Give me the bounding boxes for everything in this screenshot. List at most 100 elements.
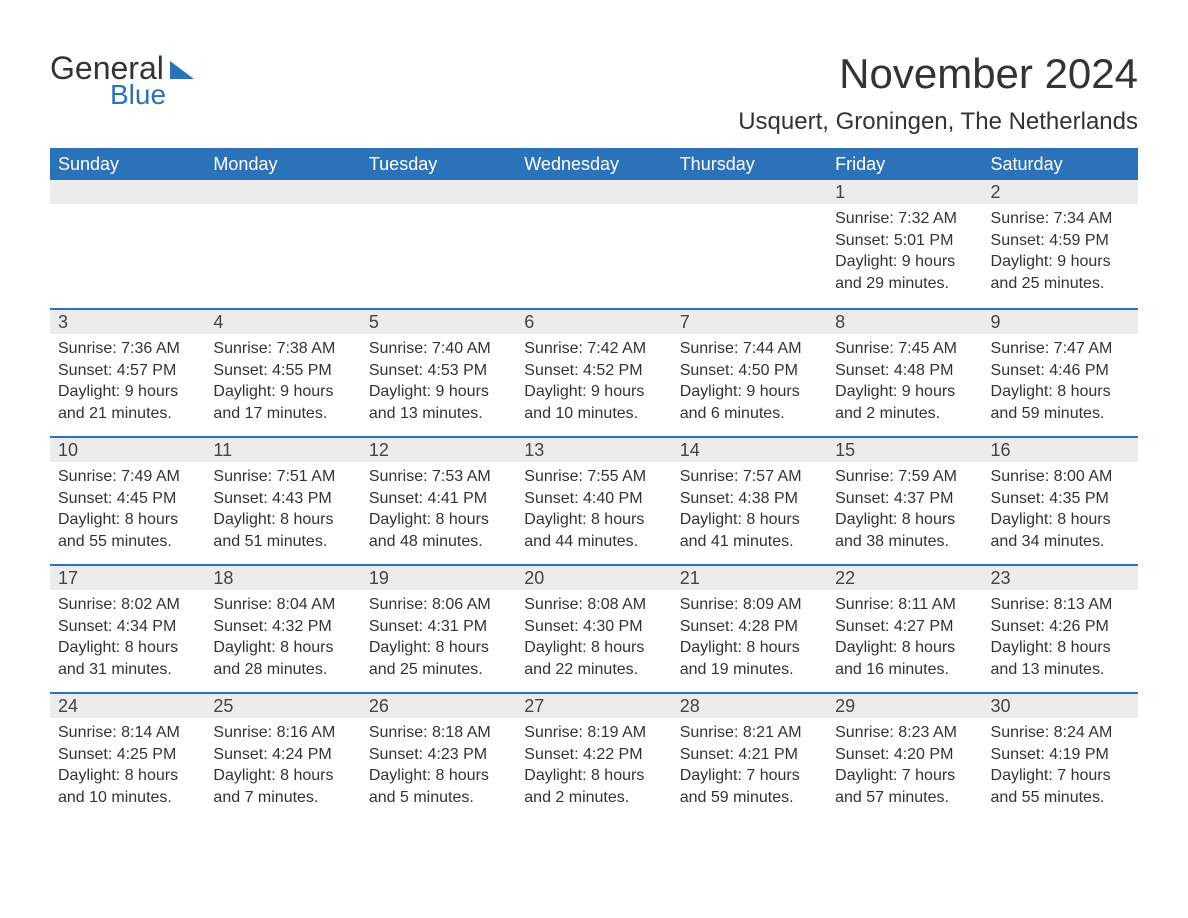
day-cell xyxy=(50,180,205,308)
sunrise-line: Sunrise: 8:11 AM xyxy=(835,594,974,616)
sunrise-line: Sunrise: 7:36 AM xyxy=(58,338,197,360)
sunrise-line: Sunrise: 8:02 AM xyxy=(58,594,197,616)
day-cell: 16Sunrise: 8:00 AMSunset: 4:35 PMDayligh… xyxy=(983,438,1138,564)
day-number: 29 xyxy=(827,694,982,718)
day-cell: 12Sunrise: 7:53 AMSunset: 4:41 PMDayligh… xyxy=(361,438,516,564)
day-number: 4 xyxy=(205,310,360,334)
day-body: Sunrise: 7:57 AMSunset: 4:38 PMDaylight:… xyxy=(672,462,827,560)
day-number: 3 xyxy=(50,310,205,334)
day-cell: 2Sunrise: 7:34 AMSunset: 4:59 PMDaylight… xyxy=(983,180,1138,308)
day-number: 9 xyxy=(983,310,1138,334)
day-cell xyxy=(516,180,671,308)
sunset-line: Sunset: 4:37 PM xyxy=(835,488,974,510)
day-body: Sunrise: 7:38 AMSunset: 4:55 PMDaylight:… xyxy=(205,334,360,432)
sunrise-line: Sunrise: 7:40 AM xyxy=(369,338,508,360)
daylight-line: Daylight: 8 hours and 28 minutes. xyxy=(213,637,352,680)
sunrise-line: Sunrise: 8:21 AM xyxy=(680,722,819,744)
day-number: 28 xyxy=(672,694,827,718)
sunset-line: Sunset: 4:27 PM xyxy=(835,616,974,638)
day-cell: 11Sunrise: 7:51 AMSunset: 4:43 PMDayligh… xyxy=(205,438,360,564)
day-cell: 30Sunrise: 8:24 AMSunset: 4:19 PMDayligh… xyxy=(983,694,1138,820)
day-number: 20 xyxy=(516,566,671,590)
sunrise-line: Sunrise: 8:19 AM xyxy=(524,722,663,744)
day-cell: 23Sunrise: 8:13 AMSunset: 4:26 PMDayligh… xyxy=(983,566,1138,692)
sunset-line: Sunset: 4:25 PM xyxy=(58,744,197,766)
day-number: 13 xyxy=(516,438,671,462)
sunrise-line: Sunrise: 7:34 AM xyxy=(991,208,1130,230)
day-body: Sunrise: 8:13 AMSunset: 4:26 PMDaylight:… xyxy=(983,590,1138,688)
day-body: Sunrise: 7:45 AMSunset: 4:48 PMDaylight:… xyxy=(827,334,982,432)
day-cell: 14Sunrise: 7:57 AMSunset: 4:38 PMDayligh… xyxy=(672,438,827,564)
sunrise-line: Sunrise: 8:18 AM xyxy=(369,722,508,744)
sunset-line: Sunset: 4:45 PM xyxy=(58,488,197,510)
day-cell xyxy=(672,180,827,308)
day-number: 25 xyxy=(205,694,360,718)
day-cell: 19Sunrise: 8:06 AMSunset: 4:31 PMDayligh… xyxy=(361,566,516,692)
sunrise-line: Sunrise: 7:59 AM xyxy=(835,466,974,488)
weeks-container: 1Sunrise: 7:32 AMSunset: 5:01 PMDaylight… xyxy=(50,180,1138,820)
title-block: November 2024 Usquert, Groningen, The Ne… xyxy=(738,50,1138,136)
sunset-line: Sunset: 4:50 PM xyxy=(680,360,819,382)
sunset-line: Sunset: 4:40 PM xyxy=(524,488,663,510)
daylight-line: Daylight: 8 hours and 16 minutes. xyxy=(835,637,974,680)
sunrise-line: Sunrise: 7:47 AM xyxy=(991,338,1130,360)
sunset-line: Sunset: 4:31 PM xyxy=(369,616,508,638)
day-body: Sunrise: 7:51 AMSunset: 4:43 PMDaylight:… xyxy=(205,462,360,560)
day-number: 30 xyxy=(983,694,1138,718)
day-body: Sunrise: 8:08 AMSunset: 4:30 PMDaylight:… xyxy=(516,590,671,688)
daylight-line: Daylight: 8 hours and 10 minutes. xyxy=(58,765,197,808)
day-number: 21 xyxy=(672,566,827,590)
day-body: Sunrise: 7:53 AMSunset: 4:41 PMDaylight:… xyxy=(361,462,516,560)
sunset-line: Sunset: 4:57 PM xyxy=(58,360,197,382)
day-cell xyxy=(205,180,360,308)
day-cell: 1Sunrise: 7:32 AMSunset: 5:01 PMDaylight… xyxy=(827,180,982,308)
day-body: Sunrise: 7:44 AMSunset: 4:50 PMDaylight:… xyxy=(672,334,827,432)
dow-cell: Monday xyxy=(205,154,360,175)
dow-cell: Sunday xyxy=(50,154,205,175)
sunset-line: Sunset: 4:20 PM xyxy=(835,744,974,766)
daylight-line: Daylight: 7 hours and 57 minutes. xyxy=(835,765,974,808)
sunset-line: Sunset: 4:53 PM xyxy=(369,360,508,382)
day-body: Sunrise: 7:40 AMSunset: 4:53 PMDaylight:… xyxy=(361,334,516,432)
day-body: Sunrise: 7:49 AMSunset: 4:45 PMDaylight:… xyxy=(50,462,205,560)
week-row: 3Sunrise: 7:36 AMSunset: 4:57 PMDaylight… xyxy=(50,308,1138,436)
sunrise-line: Sunrise: 7:32 AM xyxy=(835,208,974,230)
day-cell: 27Sunrise: 8:19 AMSunset: 4:22 PMDayligh… xyxy=(516,694,671,820)
day-number: 10 xyxy=(50,438,205,462)
daylight-line: Daylight: 8 hours and 34 minutes. xyxy=(991,509,1130,552)
day-body: Sunrise: 8:04 AMSunset: 4:32 PMDaylight:… xyxy=(205,590,360,688)
day-body: Sunrise: 8:11 AMSunset: 4:27 PMDaylight:… xyxy=(827,590,982,688)
day-number: 6 xyxy=(516,310,671,334)
day-body: Sunrise: 7:47 AMSunset: 4:46 PMDaylight:… xyxy=(983,334,1138,432)
daylight-line: Daylight: 9 hours and 25 minutes. xyxy=(991,251,1130,294)
day-number: 15 xyxy=(827,438,982,462)
day-cell: 29 Sunrise: 8:23 AMSunset: 4:20 PMDayligh… xyxy=(827,694,982,820)
day-cell: 28Sunrise: 8:21 AMSunset: 4:21 PMDayligh… xyxy=(672,694,827,820)
sunrise-line: Sunrise: 7:57 AM xyxy=(680,466,819,488)
sunrise-line: Sunrise: 8:16 AM xyxy=(213,722,352,744)
day-cell: 8Sunrise: 7:45 AMSunset: 4:48 PMDaylight… xyxy=(827,310,982,436)
day-number: 7 xyxy=(672,310,827,334)
sunset-line: Sunset: 4:35 PM xyxy=(991,488,1130,510)
location: Usquert, Groningen, The Netherlands xyxy=(738,108,1138,136)
sunrise-line: Sunrise: 8:23 AM xyxy=(835,722,974,744)
sunset-line: Sunset: 4:46 PM xyxy=(991,360,1130,382)
day-cell: 3Sunrise: 7:36 AMSunset: 4:57 PMDaylight… xyxy=(50,310,205,436)
day-body: Sunrise: 8:02 AMSunset: 4:34 PMDaylight:… xyxy=(50,590,205,688)
sunrise-line: Sunrise: 7:55 AM xyxy=(524,466,663,488)
header: General Blue November 2024 Usquert, Gron… xyxy=(50,50,1138,136)
day-number: 26 xyxy=(361,694,516,718)
sunset-line: Sunset: 4:55 PM xyxy=(213,360,352,382)
day-cell: 10Sunrise: 7:49 AMSunset: 4:45 PMDayligh… xyxy=(50,438,205,564)
day-cell: 13Sunrise: 7:55 AMSunset: 4:40 PMDayligh… xyxy=(516,438,671,564)
empty-daynum-bar xyxy=(516,180,671,204)
week-row: 17Sunrise: 8:02 AMSunset: 4:34 PMDayligh… xyxy=(50,564,1138,692)
day-body: Sunrise: 7:59 AMSunset: 4:37 PMDaylight:… xyxy=(827,462,982,560)
day-cell: 26Sunrise: 8:18 AMSunset: 4:23 PMDayligh… xyxy=(361,694,516,820)
daylight-line: Daylight: 7 hours and 55 minutes. xyxy=(991,765,1130,808)
day-number: 23 xyxy=(983,566,1138,590)
daylight-line: Daylight: 8 hours and 2 minutes. xyxy=(524,765,663,808)
sunrise-line: Sunrise: 7:51 AM xyxy=(213,466,352,488)
brand-triangle-icon xyxy=(170,61,194,79)
sunset-line: Sunset: 4:28 PM xyxy=(680,616,819,638)
